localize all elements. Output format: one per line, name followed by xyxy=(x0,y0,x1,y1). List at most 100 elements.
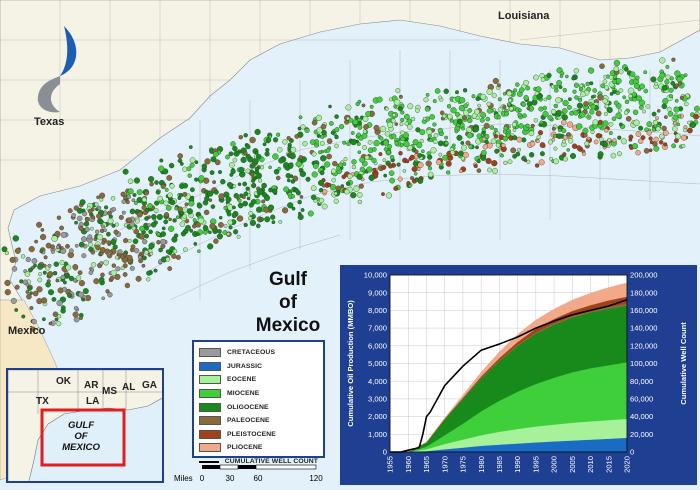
well-dot xyxy=(585,81,590,87)
y2-tick-label: 80,000 xyxy=(630,377,653,386)
well-dot xyxy=(290,179,296,184)
well-dot xyxy=(664,115,668,119)
well-dot xyxy=(479,117,485,123)
well-dot xyxy=(506,90,513,97)
well-dot xyxy=(576,145,582,151)
well-dot xyxy=(404,113,410,120)
well-dot xyxy=(127,178,134,184)
well-dot xyxy=(227,181,233,188)
well-dot xyxy=(410,176,414,181)
y-tick-label: 8,000 xyxy=(368,306,387,315)
well-dot xyxy=(536,93,543,100)
well-dot xyxy=(136,211,143,218)
well-dot xyxy=(321,183,326,188)
well-dot xyxy=(97,205,102,210)
well-dot xyxy=(59,225,64,231)
scale-tick-60: 60 xyxy=(254,474,263,483)
well-dot xyxy=(218,215,223,220)
well-dot xyxy=(248,211,254,216)
well-dot xyxy=(694,105,700,112)
well-dot xyxy=(45,281,51,288)
well-dot xyxy=(146,223,151,228)
x-tick-label: 1980 xyxy=(477,456,486,473)
well-dot xyxy=(539,73,545,79)
well-dot xyxy=(625,116,632,122)
well-dot xyxy=(578,97,583,102)
well-dot xyxy=(486,108,493,114)
well-dot xyxy=(487,167,492,173)
well-dot xyxy=(474,108,480,115)
well-dot xyxy=(261,199,266,204)
well-dot xyxy=(362,129,367,134)
well-dot xyxy=(282,139,288,145)
well-dot xyxy=(232,184,237,188)
well-dot xyxy=(87,234,93,240)
well-dot xyxy=(129,265,135,271)
well-dot xyxy=(318,150,322,155)
well-dot xyxy=(222,230,228,235)
well-dot xyxy=(159,158,164,163)
well-dot xyxy=(446,170,451,175)
well-dot xyxy=(311,171,318,178)
well-dot xyxy=(608,131,613,135)
well-dot xyxy=(388,170,395,176)
well-dot xyxy=(658,140,664,145)
well-dot xyxy=(578,86,584,91)
well-dot xyxy=(462,115,467,120)
well-dot xyxy=(356,142,361,146)
y-tick-label: 6,000 xyxy=(368,341,387,350)
y2-tick-label: 60,000 xyxy=(630,395,653,404)
well-dot xyxy=(189,162,195,168)
well-dot xyxy=(417,153,423,158)
well-dot xyxy=(599,141,605,146)
x-tick-label: 2010 xyxy=(586,456,595,473)
well-dot xyxy=(483,122,490,129)
well-dot xyxy=(422,116,427,121)
well-dot xyxy=(321,129,327,136)
well-dot xyxy=(475,96,481,102)
well-dot xyxy=(557,128,562,133)
well-dot xyxy=(230,168,236,175)
gulf-of-mexico-label: Gulf of Mexico xyxy=(250,268,326,337)
well-dot xyxy=(562,152,567,157)
well-dot xyxy=(407,145,413,151)
well-dot xyxy=(129,221,135,228)
well-dot xyxy=(194,160,199,165)
well-dot xyxy=(358,183,364,189)
well-dot xyxy=(107,217,114,224)
well-dot xyxy=(627,87,635,94)
well-dot xyxy=(210,156,217,163)
well-dot xyxy=(655,126,661,132)
y-tick-label: 7,000 xyxy=(368,324,387,333)
well-dot xyxy=(563,156,568,162)
well-dot xyxy=(606,106,613,114)
well-dot xyxy=(123,252,127,257)
well-dot xyxy=(486,88,493,95)
well-dot xyxy=(600,83,606,89)
well-dot xyxy=(96,213,102,219)
well-dot xyxy=(305,176,311,182)
well-dot xyxy=(208,198,213,202)
well-dot xyxy=(233,150,240,157)
well-dot xyxy=(490,138,497,145)
well-dot xyxy=(59,260,65,266)
well-dot xyxy=(438,152,443,157)
x-tick-label: 1990 xyxy=(513,456,522,473)
well-dot xyxy=(683,73,688,78)
well-dot xyxy=(384,131,391,137)
well-dot xyxy=(463,103,469,109)
well-dot xyxy=(258,178,263,183)
well-dot xyxy=(489,125,495,130)
well-dot xyxy=(136,189,143,196)
well-dot xyxy=(496,115,501,120)
well-dot xyxy=(634,75,640,81)
well-dot xyxy=(144,233,149,239)
well-dot xyxy=(218,170,222,175)
well-dot xyxy=(465,140,471,146)
well-dot xyxy=(203,209,210,216)
well-dot xyxy=(11,266,18,272)
well-dot xyxy=(74,220,78,225)
well-dot xyxy=(553,158,559,165)
well-dot xyxy=(14,284,20,290)
well-dot xyxy=(379,136,384,141)
